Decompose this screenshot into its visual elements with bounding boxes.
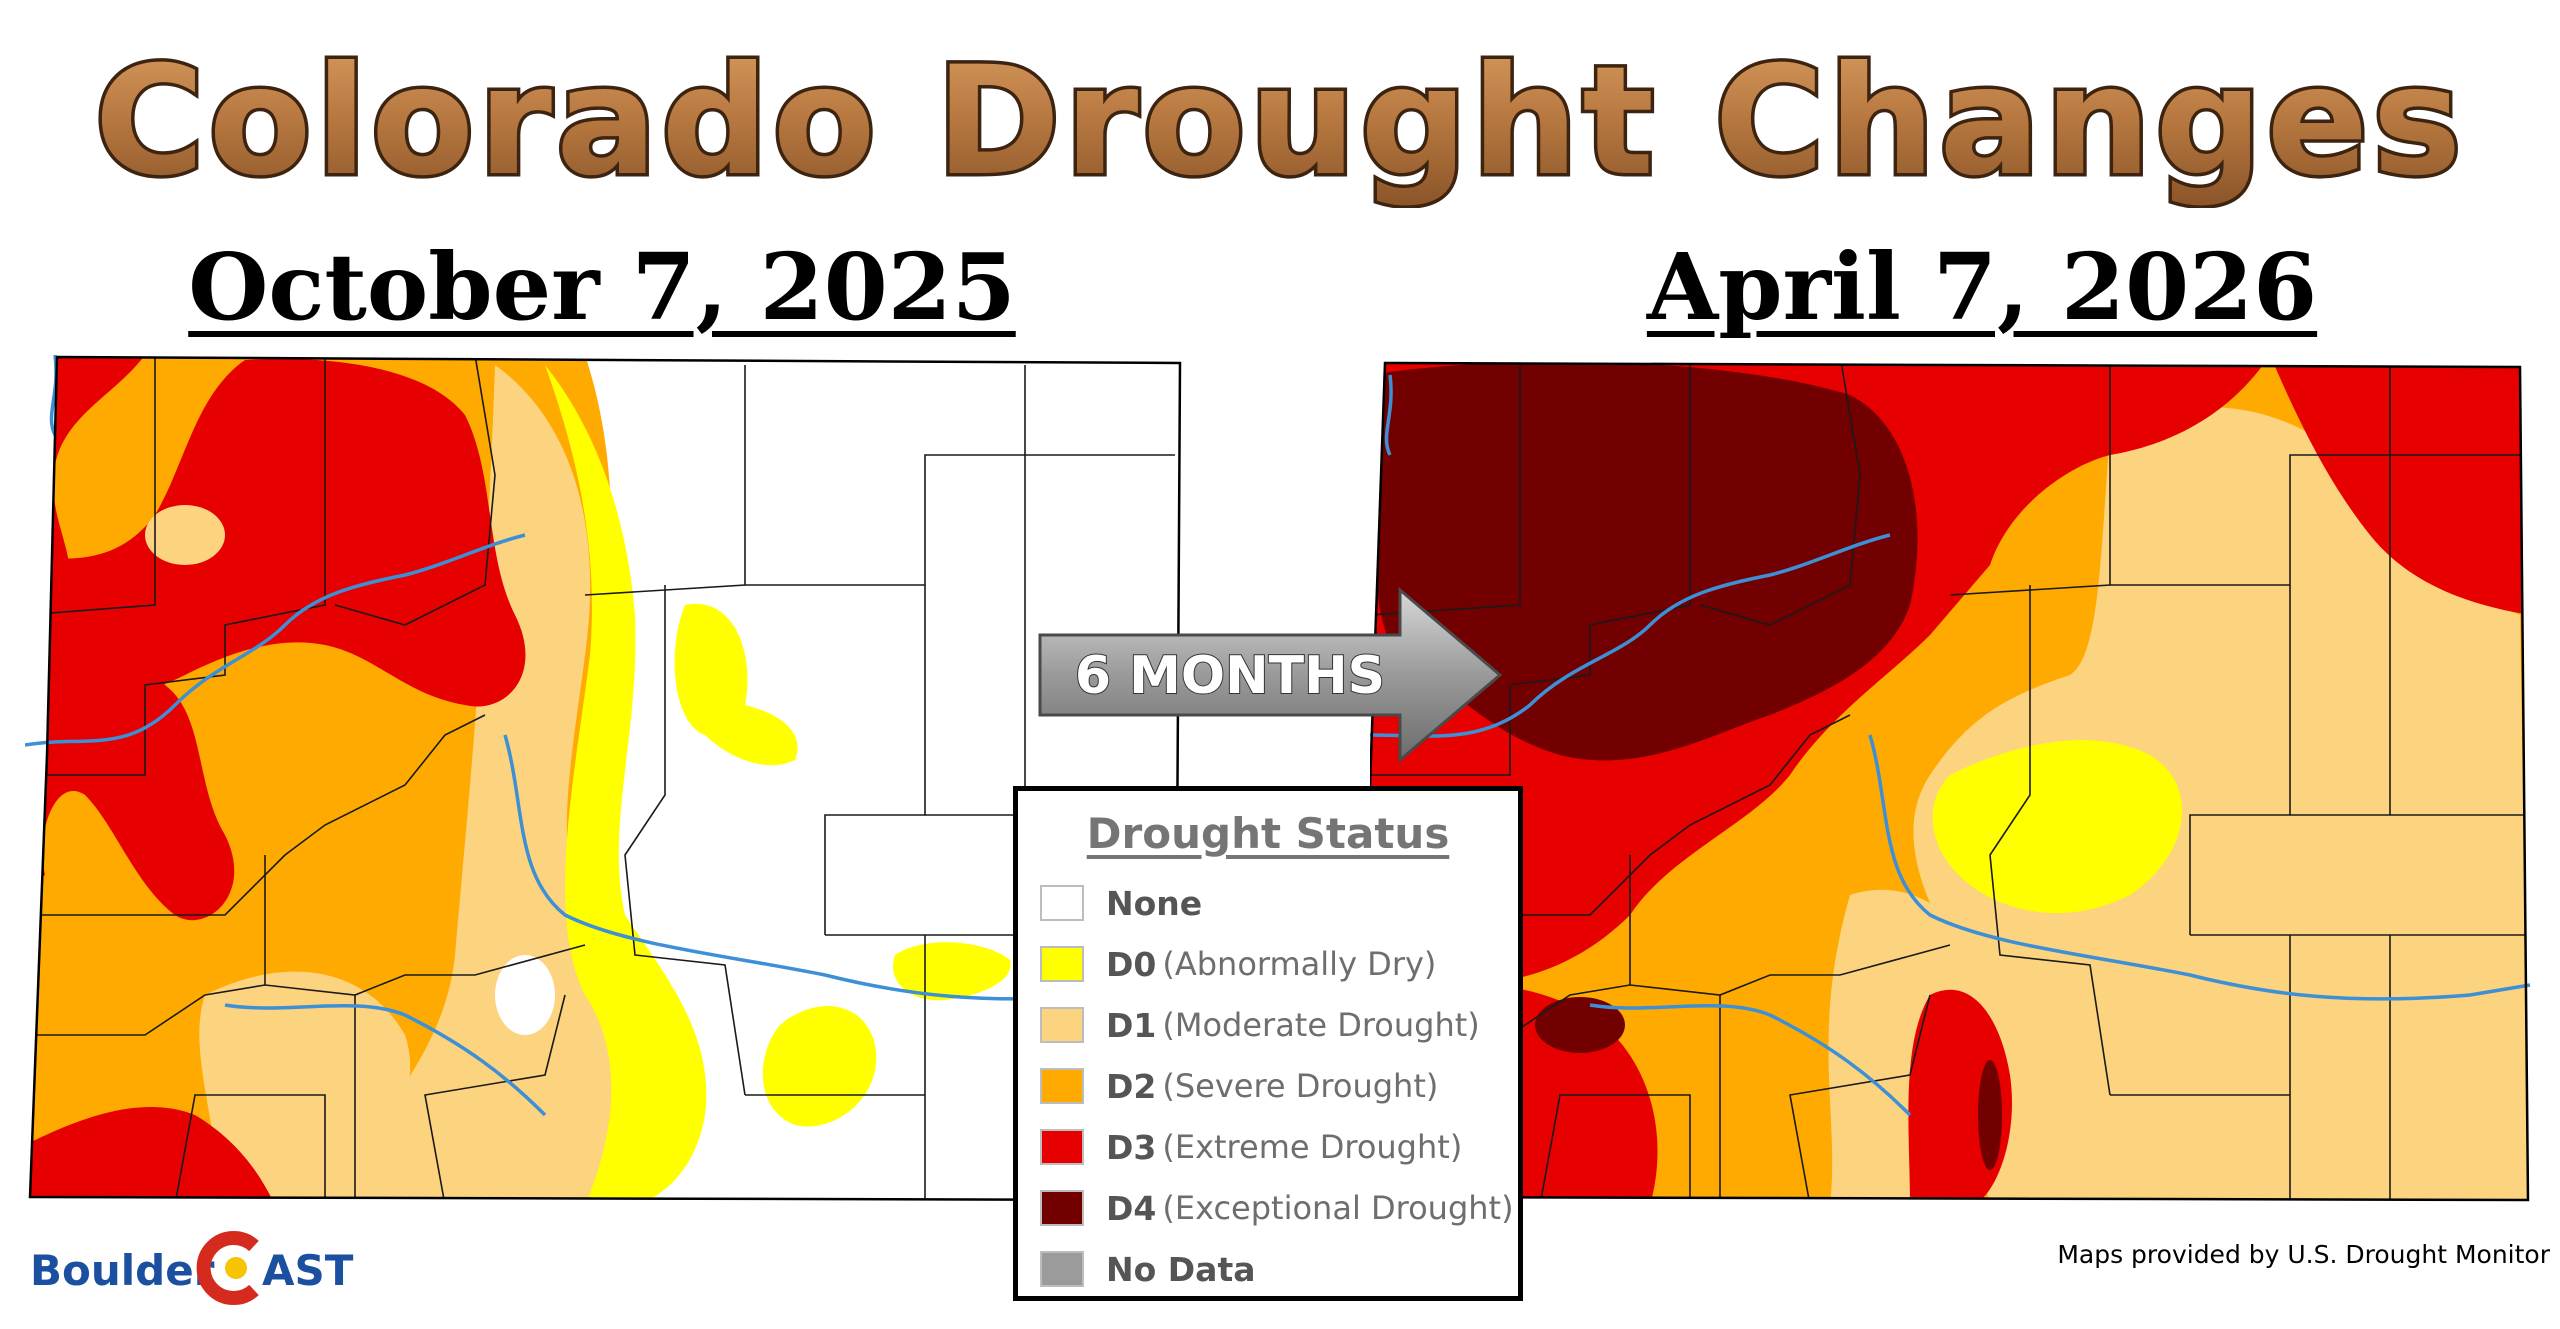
- d3-region-central: [30, 358, 526, 707]
- legend-item-d2: D2 (Severe Drought): [1040, 1066, 1438, 1106]
- legend-code: D0: [1106, 944, 1157, 984]
- brand-text-boulder: Boulder: [30, 1246, 215, 1295]
- d0-region-center: [674, 603, 798, 766]
- d1-region-east: [1913, 407, 2528, 1200]
- d3-region-ne: [2270, 363, 2528, 615]
- source-credit: Maps provided by U.S. Drought Monitor: [2057, 1240, 2550, 1269]
- legend-code: D4: [1106, 1188, 1157, 1228]
- drought-map-before: [25, 355, 1182, 1202]
- legend-swatch: [1040, 1007, 1084, 1043]
- d0-region-east: [893, 942, 1011, 1001]
- legend: Drought Status None D0 (Abnormally Dry) …: [1013, 786, 1523, 1301]
- colorado-c-icon: [196, 1231, 259, 1305]
- d0-region: [545, 365, 707, 1200]
- legend-item-no-data: No Data: [1040, 1249, 1261, 1289]
- legend-swatch: [1040, 1129, 1084, 1165]
- d4-region-north: [1370, 363, 1918, 761]
- bouldercast-logo: Boulder AST: [30, 1231, 354, 1305]
- legend-code: D1: [1106, 1005, 1157, 1045]
- d1-region-sw: [199, 971, 411, 1200]
- legend-item-d1: D1 (Moderate Drought): [1040, 1005, 1480, 1045]
- legend-desc: (Moderate Drought): [1162, 1006, 1480, 1044]
- date-before: October 7, 2025: [188, 233, 1016, 341]
- legend-title: Drought Status: [1086, 809, 1450, 858]
- legend-desc: (Abnormally Dry): [1162, 945, 1437, 983]
- legend-item-d0: D0 (Abnormally Dry): [1040, 944, 1436, 984]
- legend-desc: (Exceptional Drought): [1162, 1189, 1514, 1227]
- legend-desc: (Extreme Drought): [1162, 1128, 1463, 1166]
- d0-region-south: [762, 1006, 877, 1127]
- state-border: [28, 355, 1182, 1202]
- arrow-label: 6 MONTHS: [1075, 646, 1385, 706]
- d3-region-north: [1930, 363, 2270, 635]
- d2-patch: [145, 505, 225, 565]
- legend-swatch: [1040, 946, 1084, 982]
- legend-code: None: [1106, 883, 1203, 923]
- legend-code: D2: [1106, 1066, 1157, 1106]
- page-title: Colorado Drought Changes: [94, 35, 2465, 208]
- legend-item-none: None: [1040, 883, 1208, 923]
- none-hole: [495, 955, 555, 1035]
- brand-text-ast: AST: [262, 1246, 354, 1295]
- legend-code: D3: [1106, 1127, 1157, 1167]
- legend-swatch: [1040, 1251, 1084, 1287]
- legend-item-d4: D4 (Exceptional Drought): [1040, 1188, 1514, 1228]
- legend-code: No Data: [1106, 1249, 1256, 1289]
- county-lines: [1370, 363, 2528, 1200]
- d0-region: [1932, 740, 2183, 914]
- legend-swatch: [1040, 1190, 1084, 1226]
- title-banner: Colorado Drought Changes: [91, 32, 2465, 209]
- d3-region-west: [30, 655, 235, 921]
- rivers: [1370, 374, 2531, 1117]
- d3-region-southwest: [30, 1106, 275, 1200]
- date-after: April 7, 2026: [1646, 233, 2318, 341]
- six-months-arrow: 6 MONTHS: [1038, 586, 1503, 764]
- legend-desc: (Severe Drought): [1162, 1067, 1439, 1105]
- drought-map-after: [1370, 361, 2531, 1202]
- d4-region-south: [1978, 1060, 2002, 1170]
- legend-swatch: [1040, 885, 1084, 921]
- d4-region-sw: [1535, 997, 1625, 1053]
- legend-item-d3: D3 (Extreme Drought): [1040, 1127, 1462, 1167]
- legend-swatch: [1040, 1068, 1084, 1104]
